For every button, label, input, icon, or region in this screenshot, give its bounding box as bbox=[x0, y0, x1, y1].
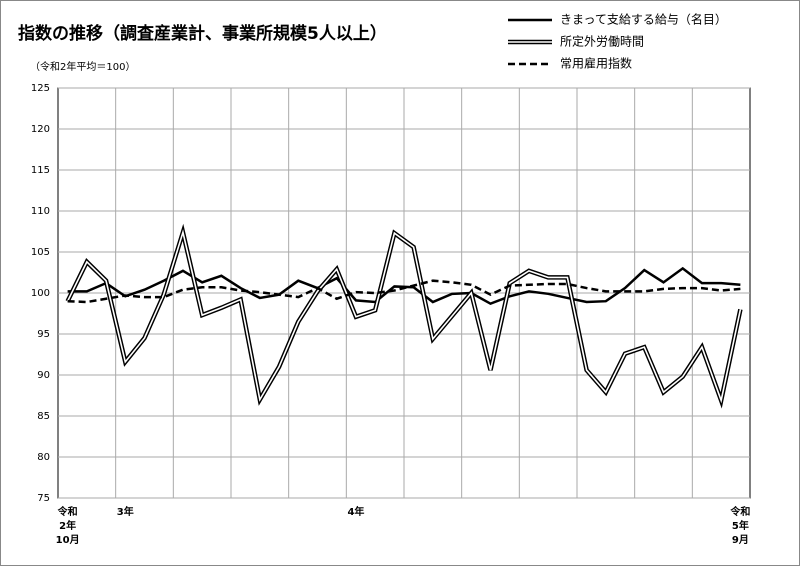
y-tick-label: 120 bbox=[31, 124, 50, 135]
x-tick-label: 4年 bbox=[347, 507, 365, 518]
x-tick-label: 令和 5年 9月 bbox=[730, 507, 751, 546]
x-tick-label: 令和 2年 10月 bbox=[55, 507, 80, 546]
legend-label: きまって支給する給与（名目） bbox=[560, 12, 727, 27]
legend-label: 所定外労働時間 bbox=[560, 34, 644, 49]
y-tick-label: 95 bbox=[37, 329, 50, 340]
chart-subtitle: （令和2年平均＝100） bbox=[30, 60, 135, 73]
y-tick-label: 90 bbox=[37, 370, 50, 381]
y-tick-label: 75 bbox=[37, 493, 50, 504]
y-tick-label: 80 bbox=[37, 452, 50, 463]
line-inner bbox=[66, 229, 742, 404]
y-tick-label: 85 bbox=[37, 411, 50, 422]
legend-label: 常用雇用指数 bbox=[560, 56, 632, 71]
chart-title: 指数の推移（調査産業計、事業所規模5人以上） bbox=[18, 23, 387, 44]
y-tick-label: 100 bbox=[31, 288, 50, 299]
y-tick-label: 105 bbox=[31, 247, 50, 258]
line bbox=[67, 279, 741, 304]
y-tick-label: 110 bbox=[31, 206, 50, 217]
y-tick-label: 125 bbox=[31, 83, 50, 94]
x-tick-label: 3年 bbox=[116, 507, 134, 518]
y-tick-label: 115 bbox=[31, 165, 50, 176]
